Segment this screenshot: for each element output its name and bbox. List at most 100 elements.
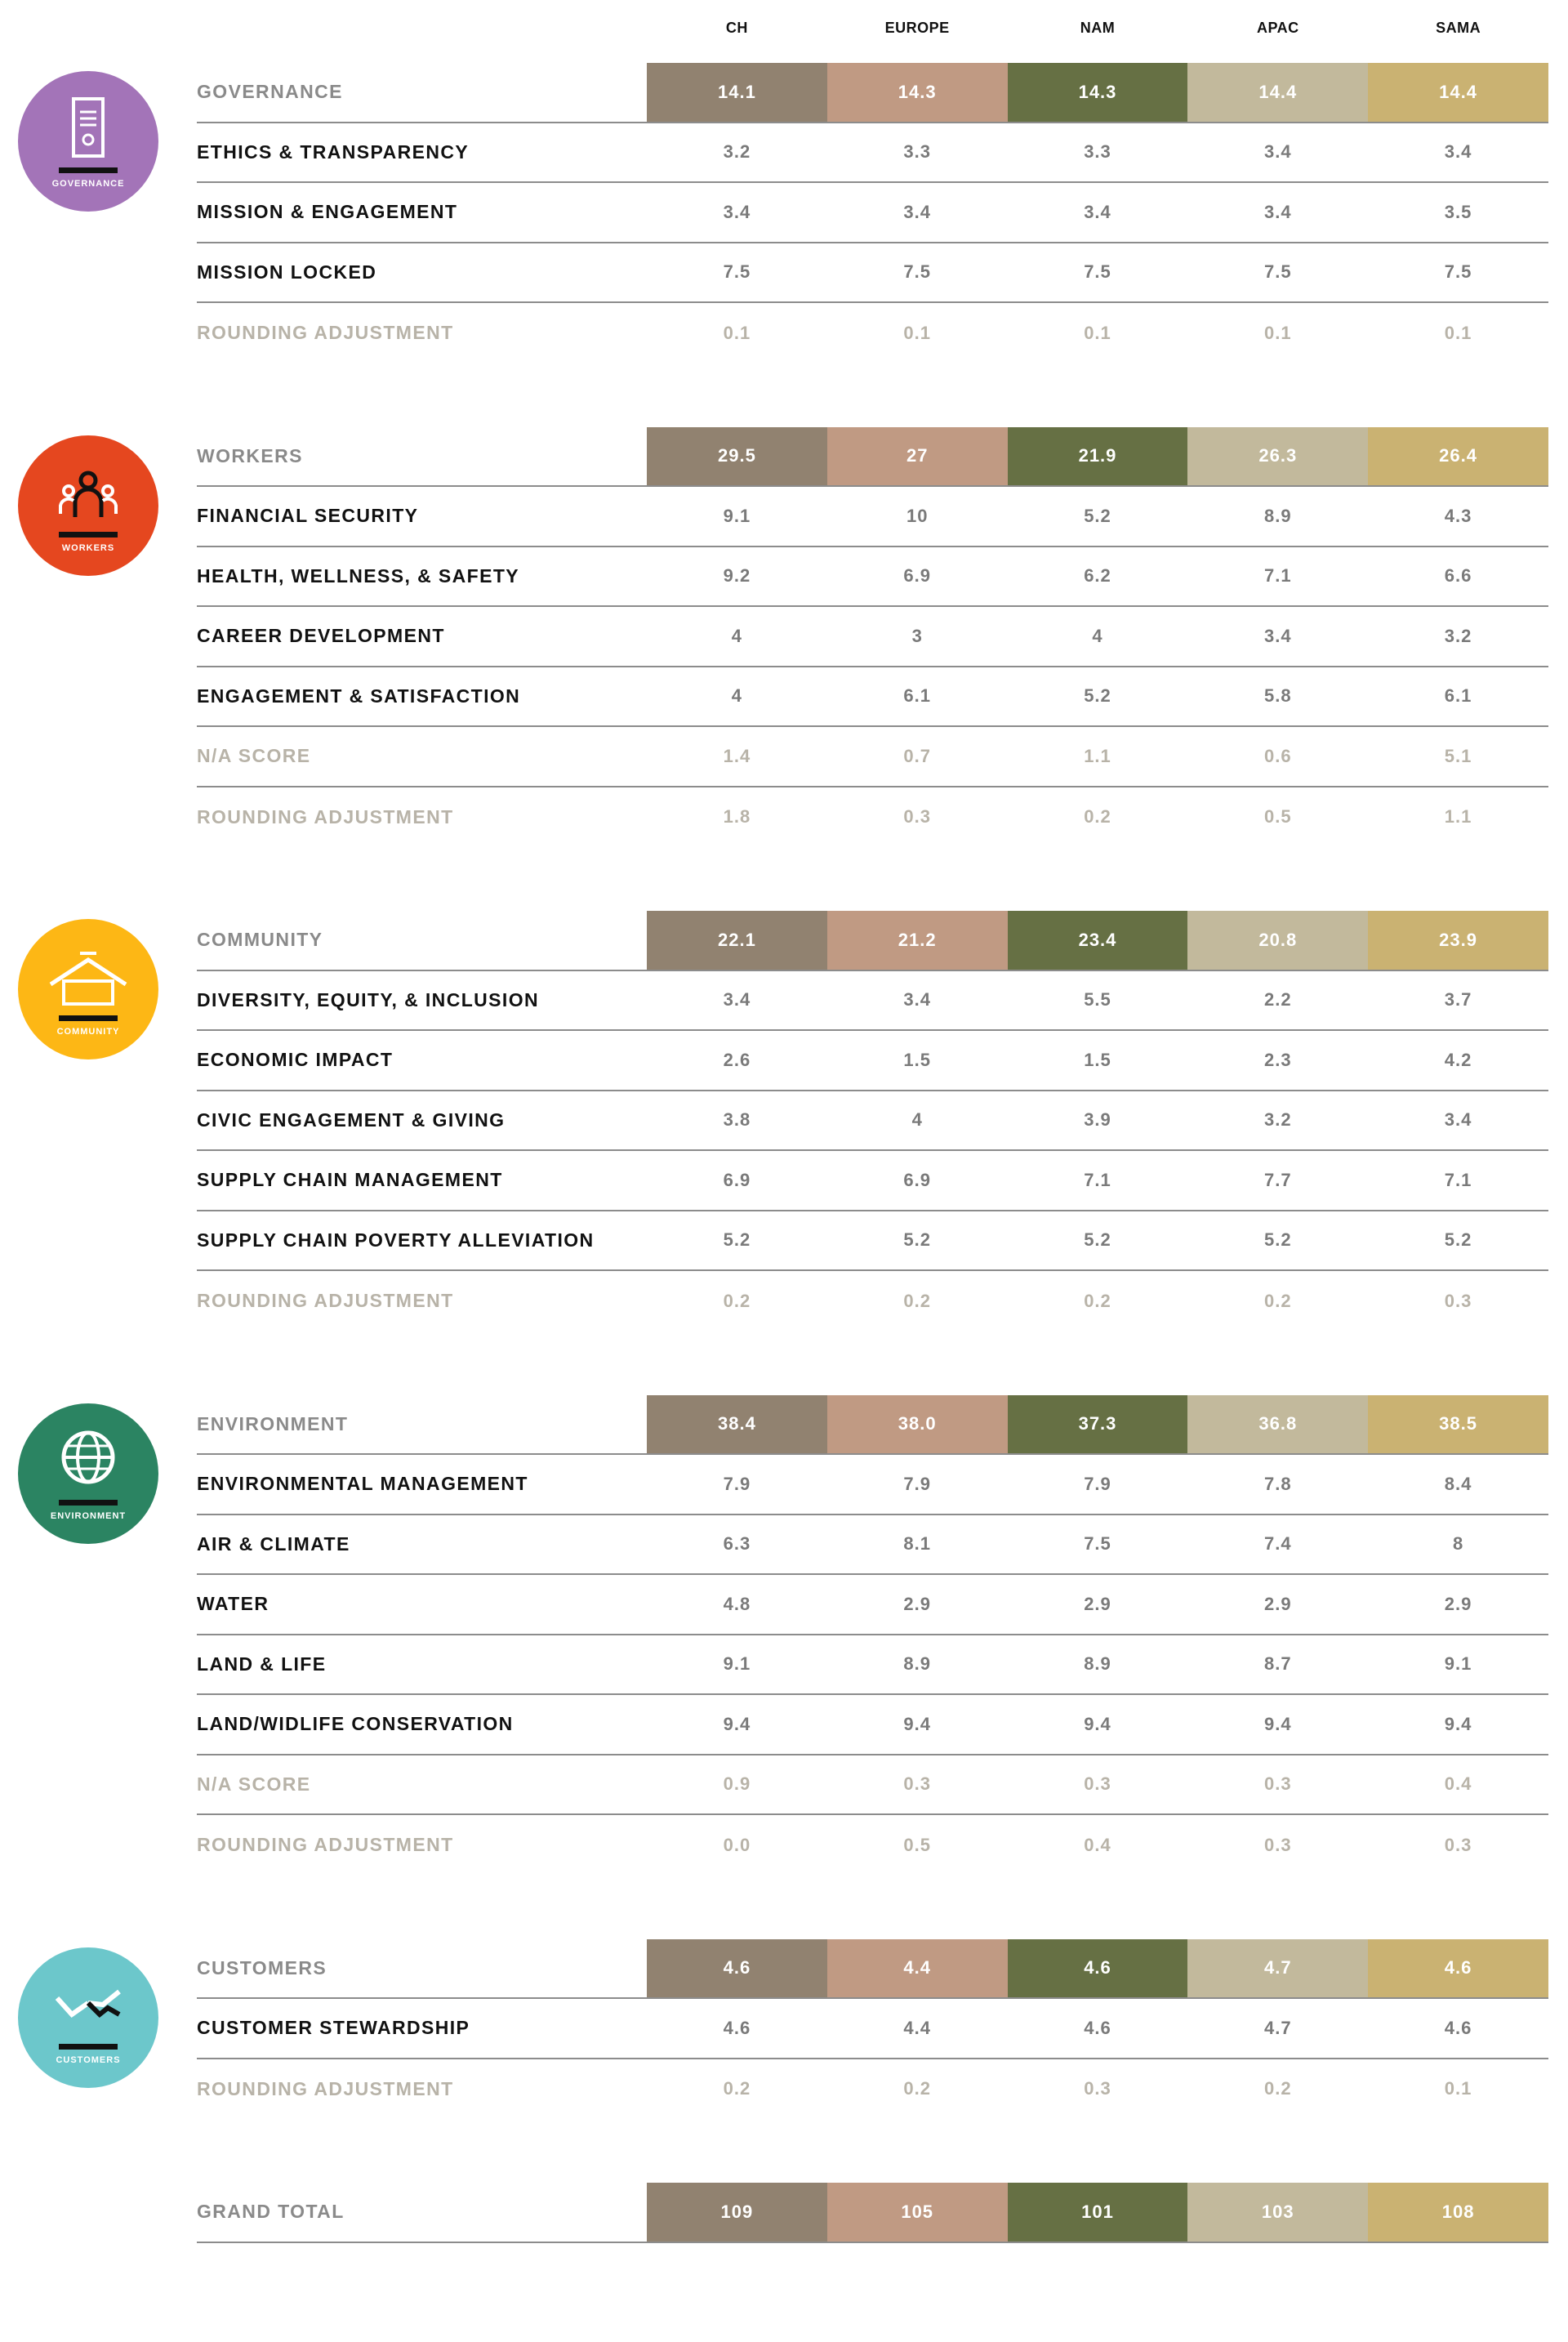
table-total-row: GOVERNANCE 14.1 14.3 14.3 14.4 14.4: [197, 63, 1548, 123]
column-header-sama: SAMA: [1436, 20, 1481, 36]
cell-sama: 0.3: [1444, 1290, 1472, 1311]
cell-nam: 8.9: [1084, 1653, 1111, 1675]
section-governance: GOVERNANCE GOVERNANCE 14.1 14.3 14.3 14.4 14.4…: [0, 63, 1568, 364]
table-row: ROUNDING ADJUSTMENT 0.2 0.2 0.2 0.2 0.3: [197, 1271, 1548, 1332]
row-label: MISSION & ENGAGEMENT: [197, 201, 458, 223]
cell-europe: 3.4: [903, 201, 931, 222]
cell-europe: 6.9: [903, 1169, 931, 1190]
column-header-apac: APAC: [1256, 20, 1299, 36]
cell-ch: 29.5: [647, 426, 827, 485]
column-header-europe: EUROPE: [884, 20, 950, 36]
icon-bar: [59, 531, 118, 538]
row-label: WORKERS: [197, 444, 303, 466]
cell-apac: 0.6: [1263, 745, 1292, 766]
cell-europe: 3: [911, 625, 923, 646]
cell-apac: 3.4: [1263, 201, 1292, 222]
cell-ch: 2.6: [723, 1049, 751, 1070]
cell-nam: 4.6: [1007, 1938, 1188, 1997]
governance-icon: GOVERNANCE: [18, 71, 158, 212]
environment-icon: ENVIRONMENT: [18, 1403, 158, 1544]
cell-apac: 3.4: [1263, 141, 1292, 163]
cell-europe: 105: [826, 2183, 1008, 2242]
column-headers: CH EUROPE NAM APAC SAMA: [647, 20, 1548, 37]
section-workers: WORKERS WORKERS 29.5 27 21.9 26.3 26.4 FINANCIA…: [0, 426, 1568, 848]
cell-sama: 8.4: [1444, 1473, 1472, 1494]
cell-europe: 4.4: [903, 2017, 931, 2038]
cell-ch: 38.4: [647, 1394, 827, 1453]
table-row: LAND & LIFE 9.1 8.9 8.9 8.7 9.1: [197, 1635, 1548, 1695]
table-row: ROUNDING ADJUSTMENT 0.1 0.1 0.1 0.1 0.1: [197, 303, 1548, 364]
cell-europe: 38.0: [826, 1394, 1008, 1453]
section-community: COMMUNITY COMMUNITY 22.1 21.2 23.4 20.8 23.9 DI…: [0, 911, 1568, 1332]
cell-ch: 0.2: [723, 2078, 751, 2099]
table-row: CAREER DEVELOPMENT 4 3 4 3.4 3.2: [197, 607, 1548, 667]
cell-nam: 1.1: [1084, 745, 1111, 766]
cell-ch: 0.0: [723, 1834, 751, 1855]
cell-apac: 2.3: [1263, 1049, 1292, 1070]
table-row: HEALTH, WELLNESS, & SAFETY 9.2 6.9 6.2 7.1 6.…: [197, 547, 1548, 607]
row-label: DIVERSITY, EQUITY, & INCLUSION: [197, 988, 539, 1010]
cell-sama: 4.3: [1444, 505, 1472, 526]
cell-sama: 6.6: [1444, 565, 1472, 587]
table-row: MISSION LOCKED 7.5 7.5 7.5 7.5 7.5: [197, 243, 1548, 303]
row-label: ROUNDING ADJUSTMENT: [197, 322, 454, 344]
row-label: LAND/WIDLIFE CONSERVATION: [197, 1713, 514, 1735]
cell-europe: 1.5: [903, 1049, 931, 1070]
table-row: CIVIC ENGAGEMENT & GIVING 3.8 4 3.9 3.2 3.4: [197, 1091, 1548, 1151]
cell-nam: 0.4: [1084, 1834, 1111, 1855]
cell-ch: 7.5: [723, 261, 751, 283]
cell-sama: 0.1: [1444, 2078, 1472, 2099]
cell-sama: 5.1: [1444, 745, 1472, 766]
cell-ch: 9.4: [723, 1713, 751, 1734]
row-label: CUSTOMER STEWARDSHIP: [197, 2017, 470, 2039]
icon-label: WORKERS: [61, 542, 115, 553]
cell-nam: 6.2: [1084, 565, 1111, 587]
icon-bar: [59, 1015, 118, 1021]
column-header-nam: NAM: [1080, 20, 1116, 36]
cell-europe: 5.2: [903, 1229, 931, 1251]
cell-europe: 27: [826, 426, 1008, 485]
cell-apac: 20.8: [1187, 911, 1369, 970]
cell-sama: 4.2: [1444, 1049, 1472, 1070]
table-row: SUPPLY CHAIN MANAGEMENT 6.9 6.9 7.1 7.7 7.1: [197, 1151, 1548, 1211]
table-row: MISSION & ENGAGEMENT 3.4 3.4 3.4 3.4 3.5: [197, 183, 1548, 243]
cell-apac: 7.7: [1263, 1169, 1292, 1190]
customers-icon: CUSTOMERS: [18, 1947, 158, 2088]
cell-ch: 22.1: [647, 911, 827, 970]
cell-apac: 9.4: [1263, 1713, 1292, 1734]
cell-europe: 2.9: [903, 1593, 931, 1614]
cell-europe: 7.5: [903, 261, 931, 283]
cell-apac: 7.4: [1263, 1533, 1292, 1555]
cell-sama: 23.9: [1368, 911, 1548, 970]
cell-ch: 5.2: [723, 1229, 751, 1251]
cell-apac: 5.2: [1263, 1229, 1292, 1251]
cell-nam: 0.2: [1084, 1290, 1111, 1311]
row-label: ENVIRONMENT: [197, 1412, 349, 1434]
cell-sama: 1.1: [1444, 806, 1472, 828]
table-row: ROUNDING ADJUSTMENT 0.0 0.5 0.4 0.3 0.3: [197, 1815, 1548, 1876]
table-row: WATER 4.8 2.9 2.9 2.9 2.9: [197, 1575, 1548, 1635]
row-label: ENGAGEMENT & SATISFACTION: [197, 685, 521, 707]
icon-bar: [59, 167, 118, 173]
table-row: ECONOMIC IMPACT 2.6 1.5 1.5 2.3 4.2: [197, 1031, 1548, 1091]
cell-sama: 4.6: [1368, 1938, 1548, 1997]
row-label: N/A SCORE: [197, 1773, 311, 1795]
cell-ch: 4.6: [647, 1938, 827, 1997]
section-environment: ENVIRONMENT ENVIRONMENT 38.4 38.0 37.3 36.8 38…: [0, 1394, 1568, 1876]
cell-nam: 3.3: [1084, 141, 1111, 163]
cell-ch: 4.6: [723, 2017, 751, 2038]
cell-ch: 0.2: [723, 1290, 751, 1311]
icon-bar: [59, 1499, 118, 1506]
cell-apac: 8.7: [1263, 1653, 1292, 1675]
cell-europe: 8.9: [903, 1653, 931, 1675]
cell-nam: 0.1: [1084, 322, 1111, 343]
cell-sama: 2.9: [1444, 1593, 1472, 1614]
cell-sama: 3.2: [1444, 625, 1472, 646]
table-row: N/A SCORE 1.4 0.7 1.1 0.6 5.1: [197, 727, 1548, 787]
table-row: N/A SCORE 0.9 0.3 0.3 0.3 0.4: [197, 1755, 1548, 1815]
section-customers: CUSTOMERS CUSTOMERS 4.6 4.4 4.6 4.7 4.6 CUSTOME…: [0, 1938, 1568, 2120]
row-label: ECONOMIC IMPACT: [197, 1049, 394, 1071]
row-label: GRAND TOTAL: [197, 2201, 345, 2223]
cell-apac: 0.3: [1263, 1834, 1292, 1855]
cell-nam: 7.1: [1084, 1169, 1111, 1190]
